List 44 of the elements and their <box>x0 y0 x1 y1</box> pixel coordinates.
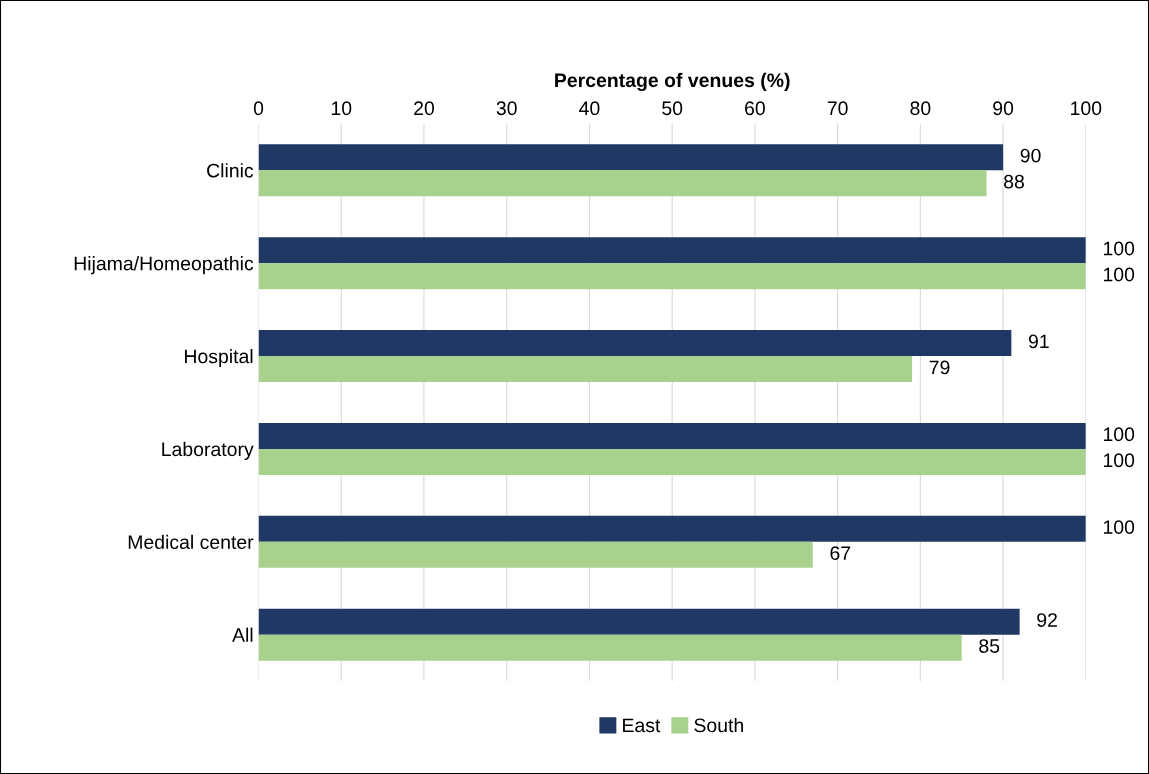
bar <box>258 263 1086 290</box>
x-tick-label: 90 <box>993 101 1014 116</box>
x-tick-label: 50 <box>662 101 683 116</box>
data-label: 92 <box>1037 613 1057 627</box>
y-tick-label: Laboratory <box>162 441 254 460</box>
bar <box>258 237 1086 264</box>
data-label: 100 <box>1103 453 1135 468</box>
data-label: 100 <box>1103 520 1135 535</box>
data-label: 67 <box>830 546 851 561</box>
data-label: 88 <box>1004 174 1024 189</box>
x-axis-title: Percentage of venues (%) <box>555 72 790 92</box>
bar <box>258 448 1086 475</box>
x-tick-label: 80 <box>910 101 931 116</box>
x-tick-label: 20 <box>414 101 435 116</box>
data-label: 100 <box>1103 427 1135 442</box>
x-tick-label: 100 <box>1071 101 1102 116</box>
x-tick-label: 10 <box>331 101 352 116</box>
data-label: 90 <box>1020 148 1041 163</box>
bar <box>258 170 987 197</box>
legend-label: East <box>623 718 661 733</box>
bar <box>258 608 1020 635</box>
x-tick-label: 60 <box>745 101 765 116</box>
bar <box>258 330 1012 357</box>
y-tick-label: All <box>232 627 253 642</box>
y-tick-label: Hijama/Homeopathic <box>74 256 254 275</box>
x-tick-label: 0 <box>253 101 264 116</box>
data-label: 91 <box>1028 334 1049 349</box>
data-label: 100 <box>1103 267 1135 282</box>
x-tick-label: 30 <box>496 101 517 116</box>
x-tick-label: 70 <box>827 101 848 116</box>
bar <box>258 422 1086 449</box>
bar <box>258 634 962 661</box>
bar <box>258 356 913 383</box>
data-label: 79 <box>929 360 950 375</box>
y-tick-label: Medical center <box>128 534 254 550</box>
y-tick-label: Clinic <box>207 163 254 178</box>
bar <box>258 515 1086 542</box>
data-label: 85 <box>979 639 1000 653</box>
data-label: 100 <box>1103 241 1135 256</box>
y-tick-label: Hospital <box>185 348 253 368</box>
x-tick-label: 40 <box>579 101 600 116</box>
legend-label: South <box>694 717 743 733</box>
bar <box>258 144 1004 171</box>
bar <box>258 541 813 568</box>
